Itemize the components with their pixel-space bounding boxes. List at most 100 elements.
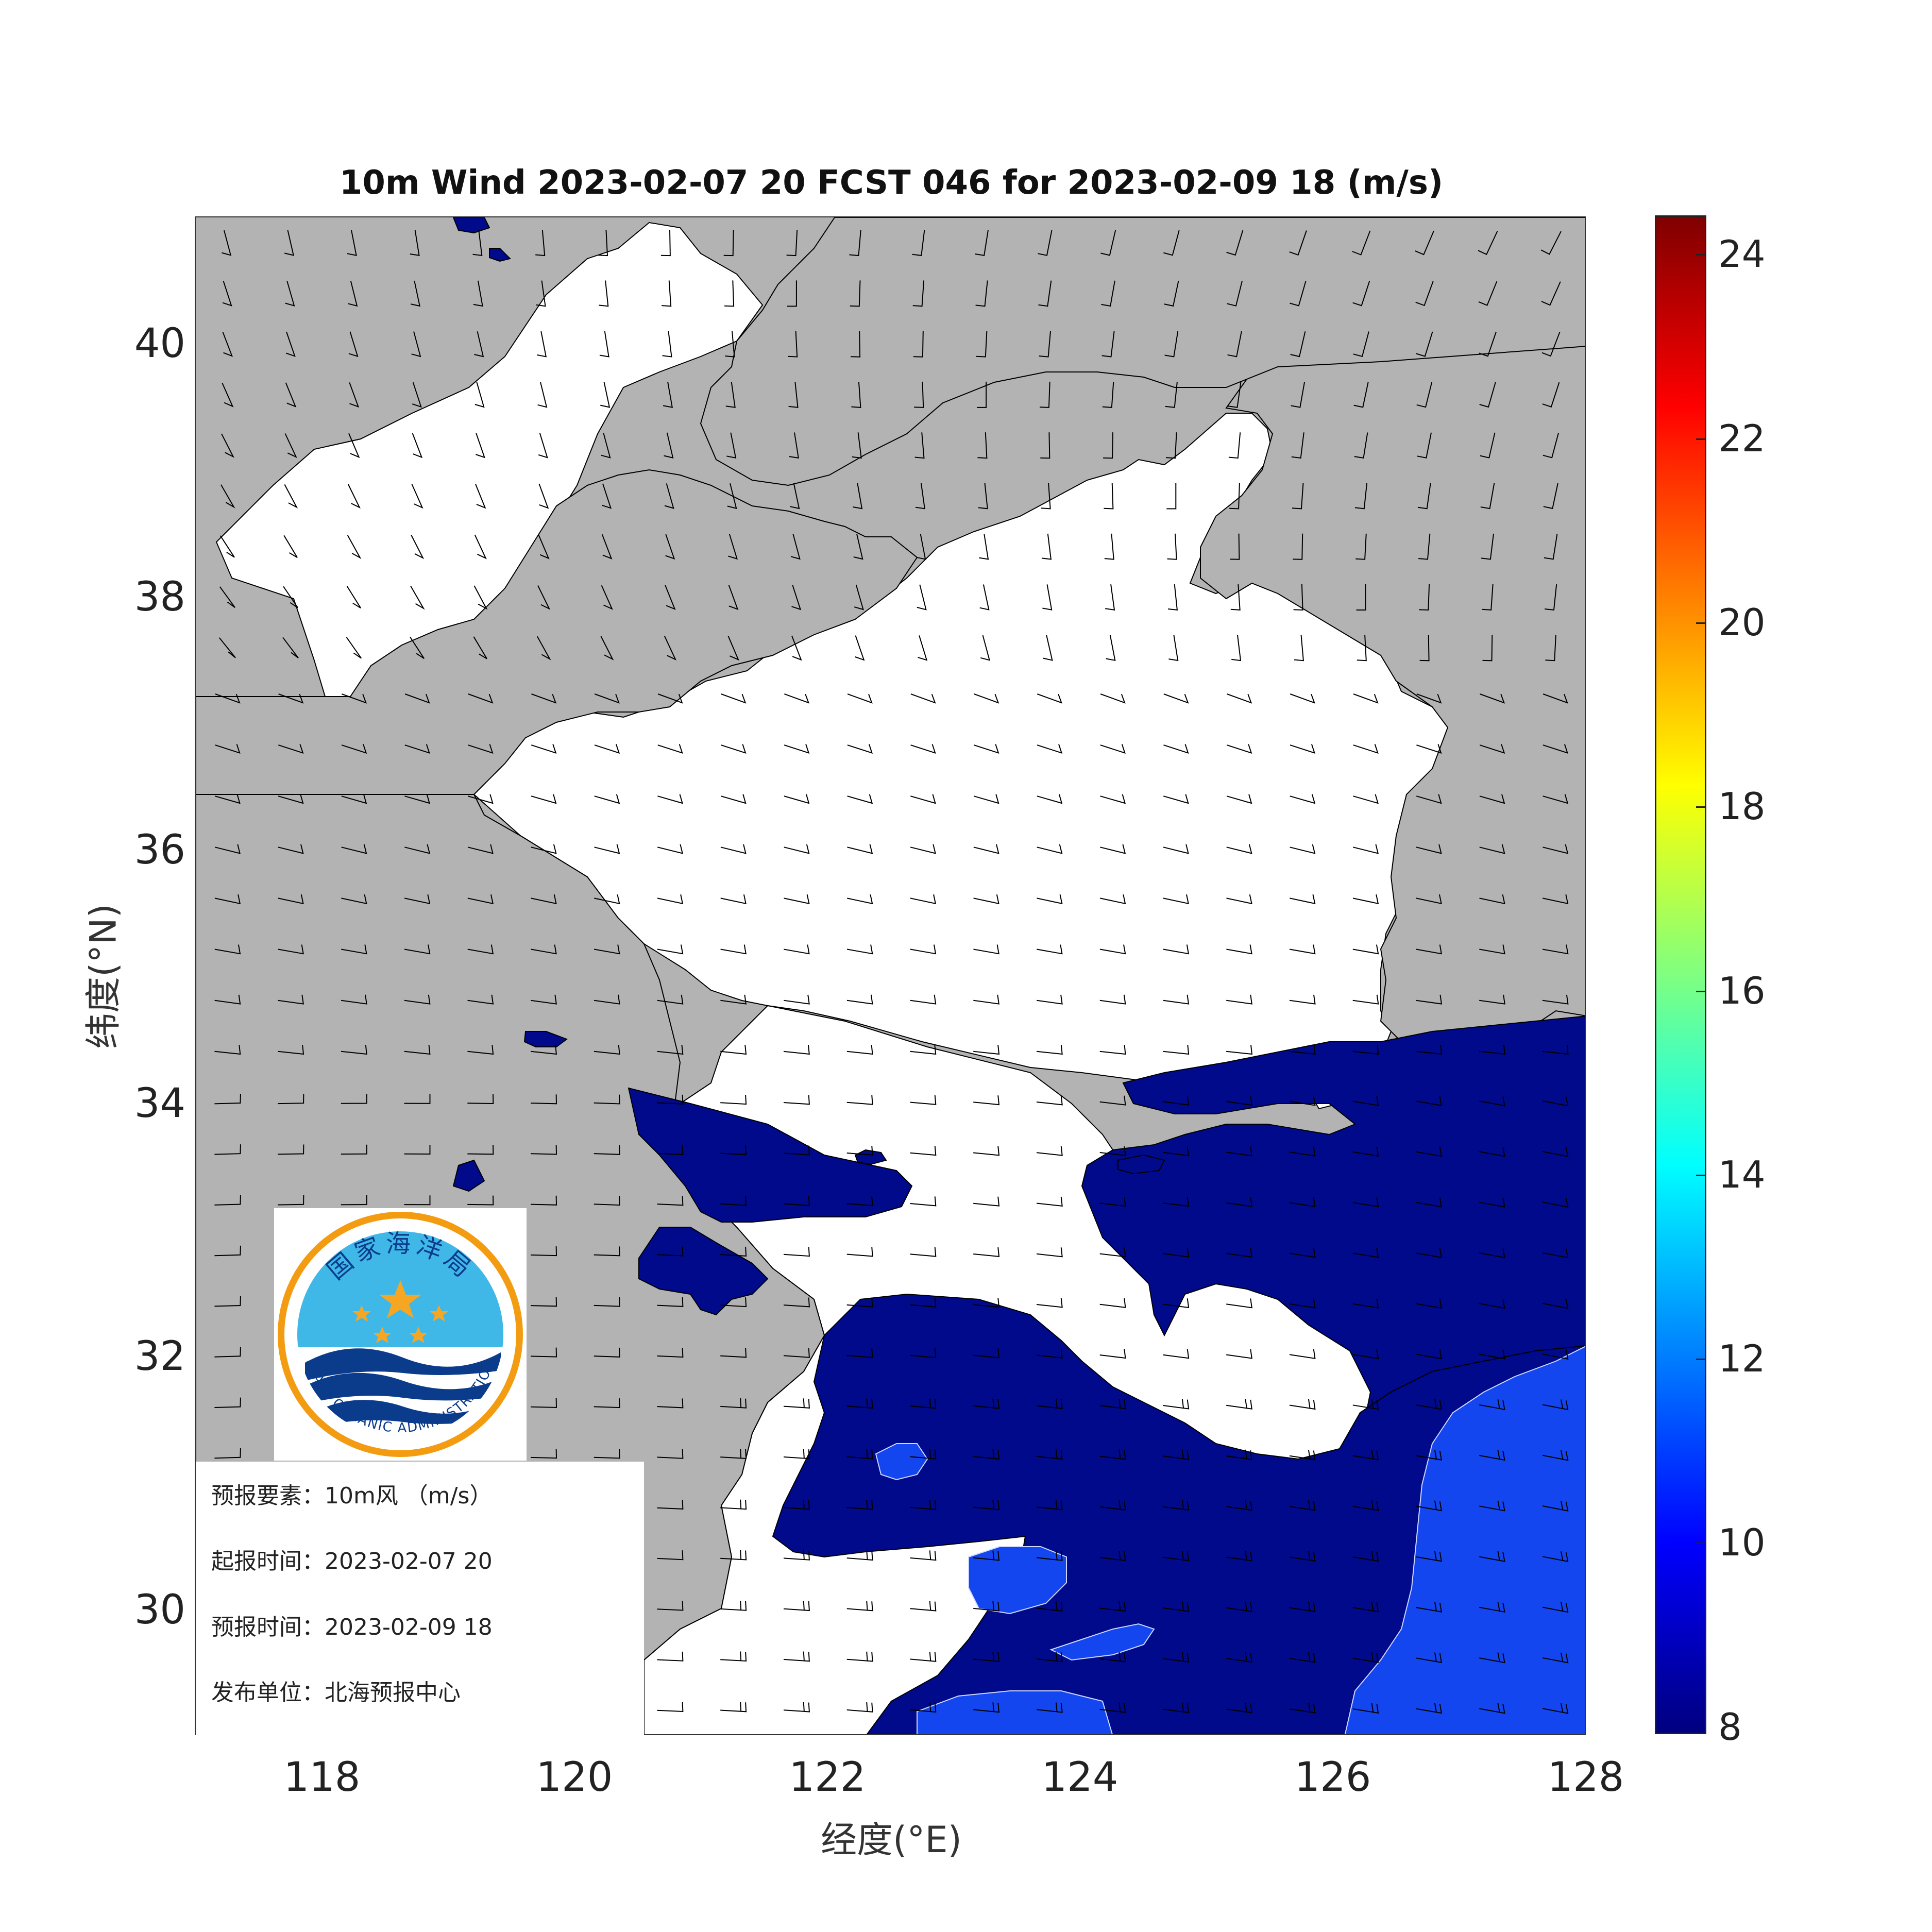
wind-barb (1289, 1044, 1316, 1055)
wind-barb (1100, 794, 1126, 804)
wind-barb (341, 994, 367, 1005)
wind-barb (1479, 1399, 1505, 1411)
wind-barb (404, 994, 431, 1005)
wind-barb (348, 484, 361, 509)
wind-barb (1479, 994, 1505, 1005)
wind-barb (783, 1196, 810, 1206)
wind-barb (410, 585, 425, 610)
wind-barb (1036, 1095, 1063, 1106)
wind-barb (411, 484, 423, 509)
wind-barb (472, 230, 483, 257)
wind-barb (404, 1145, 431, 1155)
wind-barb (1036, 1652, 1063, 1663)
wind-barb (1039, 381, 1050, 408)
wind-barb (1163, 994, 1190, 1005)
wind-barb (214, 894, 241, 905)
wind-barb (1101, 331, 1115, 358)
wind-barb (788, 381, 799, 408)
wind-barb (657, 1651, 684, 1662)
wind-barb (657, 1196, 684, 1206)
wind-barb (725, 331, 735, 358)
wind-barb (783, 1702, 810, 1713)
wind-barb (537, 382, 548, 408)
wind-barb (1041, 533, 1052, 560)
wind-barb (1163, 1095, 1190, 1106)
wind-barb (973, 1095, 1000, 1106)
wind-barb (1354, 483, 1368, 510)
wind-barb (1037, 894, 1063, 905)
wind-barb (1542, 1147, 1569, 1157)
wind-barb (1289, 1500, 1316, 1511)
wind-barb (601, 483, 612, 509)
wind-barb (285, 331, 296, 357)
wind-barb (1353, 693, 1379, 704)
wind-barb (1352, 1147, 1379, 1157)
colorbar-tickmark-20 (1696, 622, 1706, 624)
wind-barb (341, 693, 367, 704)
wind-barb (531, 944, 557, 955)
wind-barb (662, 280, 672, 307)
wind-barb (910, 1044, 937, 1055)
wind-barb (1416, 1703, 1443, 1714)
wind-barb (973, 1500, 1000, 1511)
wind-barb (854, 584, 864, 611)
colorbar-tick-16: 16 (1718, 969, 1766, 1012)
wind-barb (1352, 894, 1379, 905)
colorbar-tick-12: 12 (1718, 1337, 1766, 1380)
wind-barb (657, 1044, 684, 1055)
wind-barb (1540, 231, 1562, 255)
wind-barb (1099, 1146, 1126, 1157)
wind-barb (1099, 1095, 1126, 1106)
x-tick-126: 126 (1294, 1754, 1371, 1801)
info-issue-value: 2023-02-07 20 (325, 1548, 493, 1574)
wind-barb (1036, 1044, 1063, 1055)
wind-barb (728, 585, 739, 611)
wind-barb (914, 432, 925, 459)
wind-band-8-10-small-5 (452, 217, 490, 234)
wind-barb (594, 994, 620, 1005)
wind-barb (910, 1095, 937, 1105)
wind-barb (657, 1398, 684, 1409)
wind-barb (1479, 1703, 1505, 1714)
wind-barb (1227, 693, 1252, 704)
wind-barb (664, 636, 677, 660)
wind-barb (851, 381, 861, 408)
wind-barb (347, 535, 362, 560)
wind-barb (599, 331, 609, 358)
wind-barb (853, 534, 863, 560)
wind-barb (467, 894, 494, 905)
wind-barb (1479, 1500, 1505, 1512)
wind-barb (1163, 844, 1189, 854)
wind-barb (976, 331, 988, 358)
wind-barb (724, 280, 735, 307)
wind-barb (531, 894, 557, 905)
wind-barb (410, 230, 420, 257)
wind-barb (476, 433, 486, 459)
wind-barb (847, 844, 873, 854)
colorbar-tickmark-18 (1696, 806, 1706, 808)
wind-barb (1166, 483, 1177, 510)
wind-barb (1290, 844, 1316, 854)
wind-barb (214, 994, 241, 1005)
wind-barb (214, 1397, 241, 1408)
wind-band-10-12-blob-1 (968, 1546, 1067, 1615)
wind-barb (601, 534, 613, 560)
wind-barb (1294, 635, 1304, 662)
wind-barb (1289, 1298, 1316, 1309)
wind-barb (1226, 1096, 1252, 1106)
wind-barb (1289, 1449, 1316, 1461)
wind-barb (1479, 1248, 1505, 1259)
logo-wave-2 (305, 1372, 501, 1404)
wind-barb (784, 844, 810, 854)
wind-barb (910, 1146, 937, 1156)
colorbar-tickmark-14 (1696, 1175, 1706, 1176)
wind-barb (474, 534, 487, 560)
wind-barb (1043, 635, 1053, 661)
wind-band-8-10-small-4 (452, 1159, 485, 1192)
wind-barb (285, 382, 297, 408)
wind-barb (657, 1297, 684, 1307)
wind-barb (473, 280, 483, 307)
wind-barb (222, 230, 232, 256)
wind-barb (1036, 1601, 1063, 1612)
wind-barb (910, 1550, 937, 1561)
